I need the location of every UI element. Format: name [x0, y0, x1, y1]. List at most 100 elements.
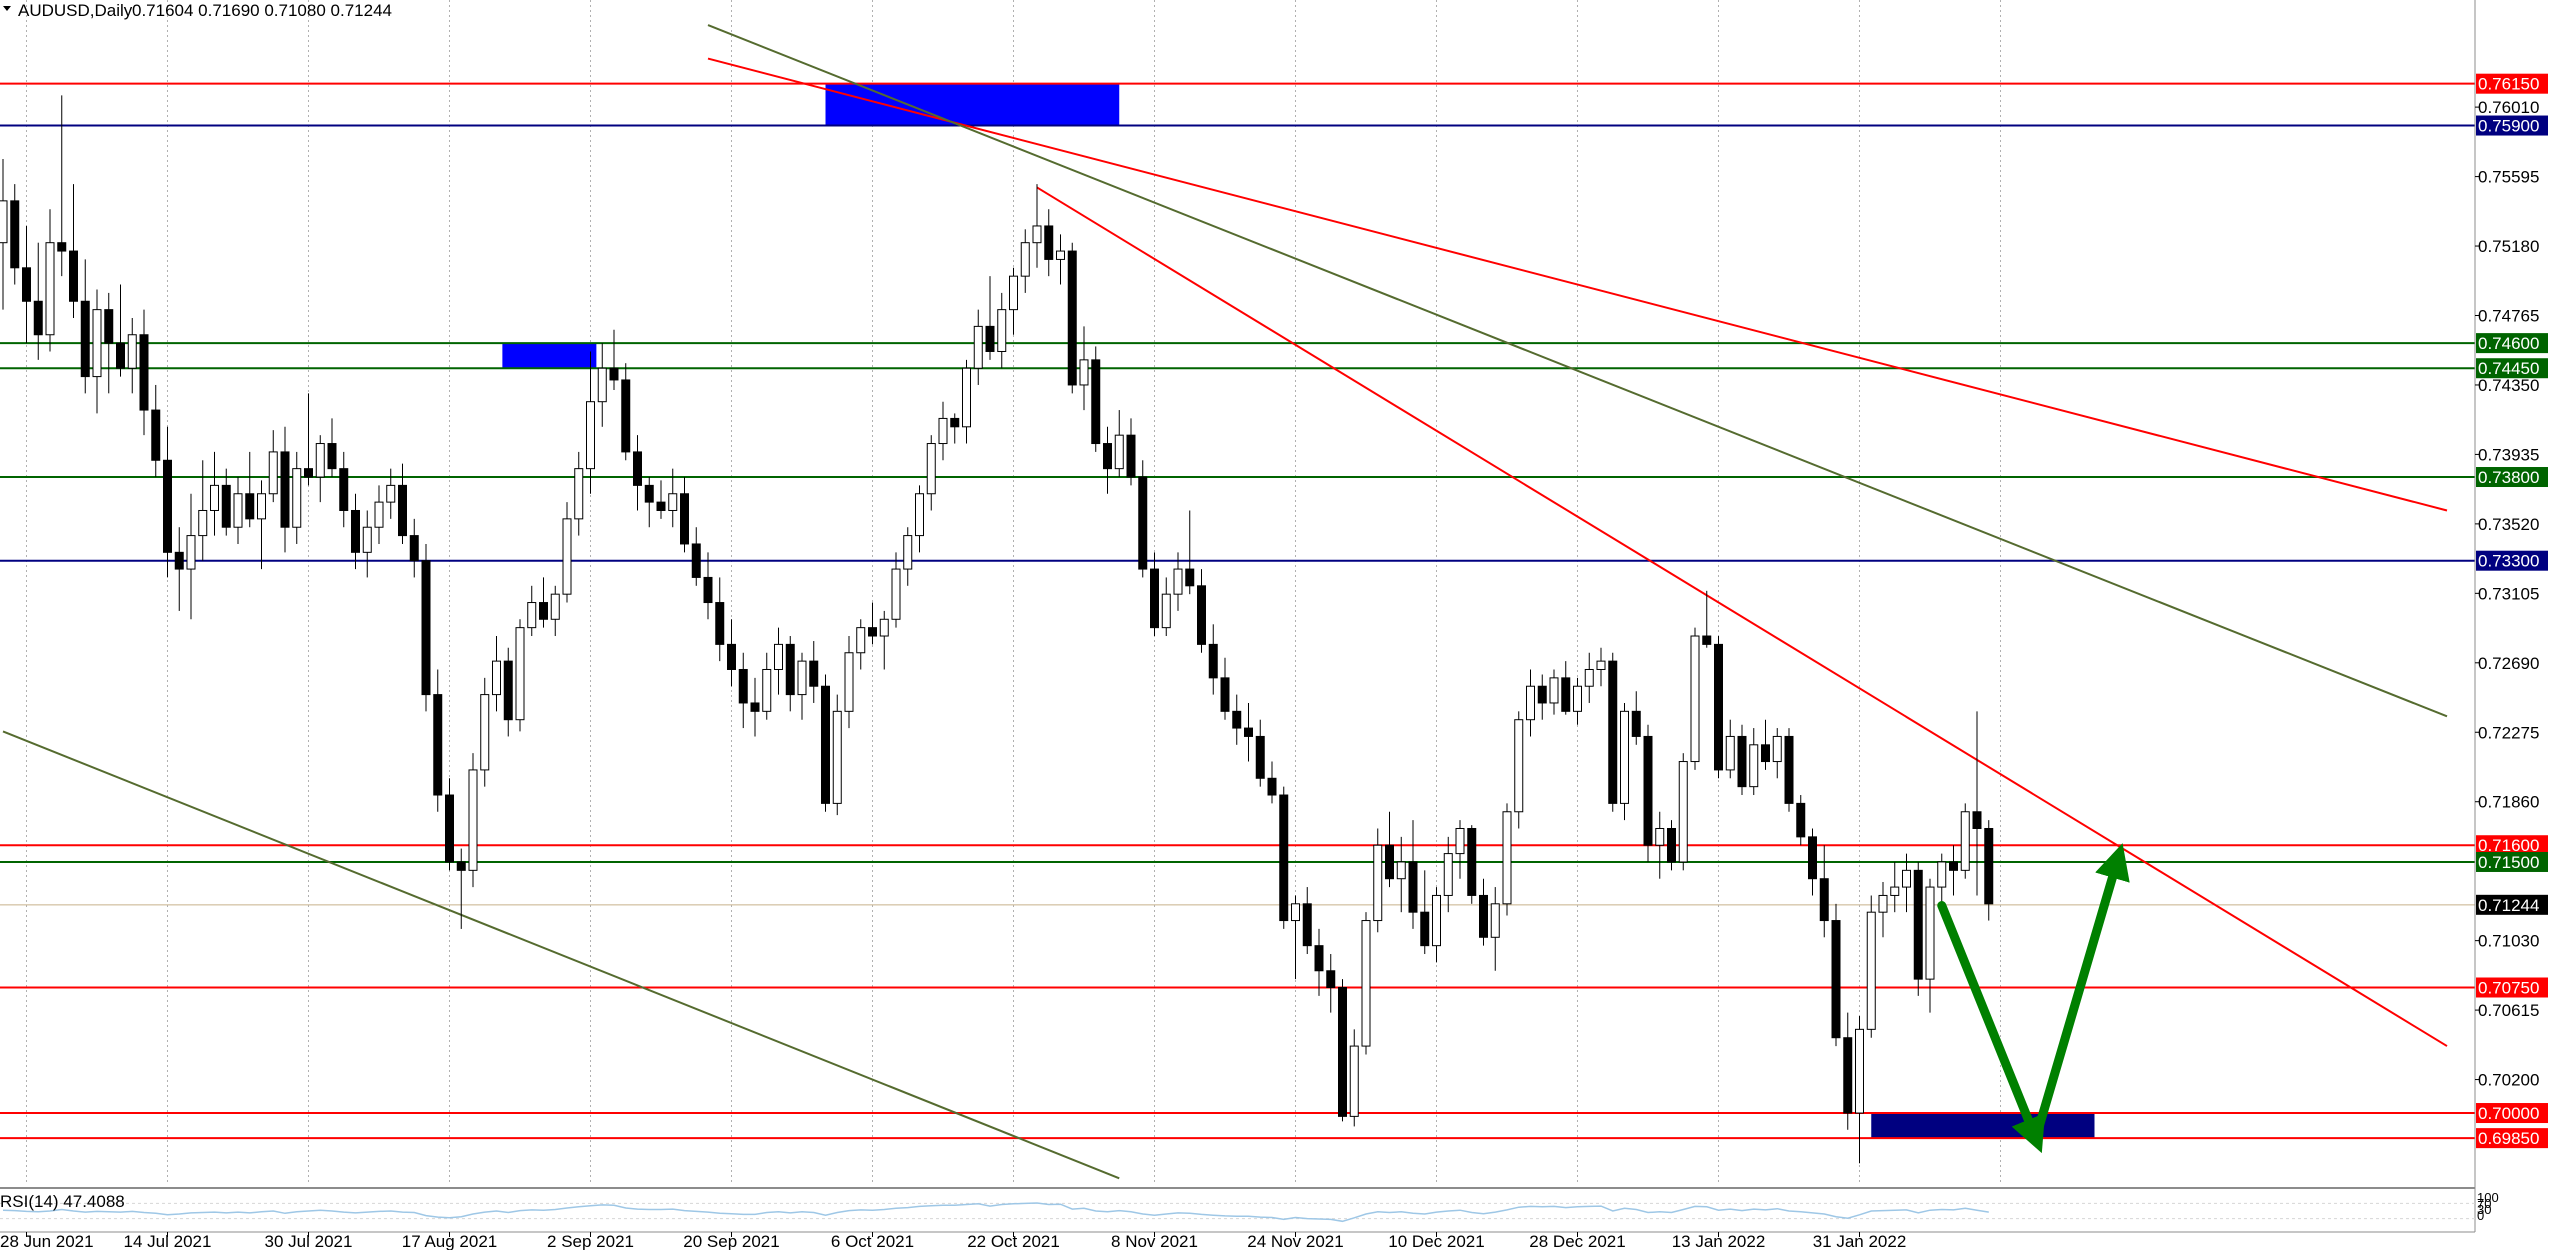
candle-78 [915, 485, 924, 553]
candle-131 [1537, 674, 1547, 720]
candle-body-86 [1009, 275, 1018, 311]
candle-body-141 [1655, 827, 1665, 846]
candle-body-108 [1267, 777, 1277, 796]
candle-70 [821, 674, 830, 812]
candle-118 [1385, 811, 1394, 888]
date-axis: 28 Jun 2021 14 Jul 2021 30 Jul 2021 17 Aug … [0, 1232, 1906, 1250]
candle-75 [879, 610, 889, 670]
candle-body-24 [280, 451, 290, 528]
candle-165 [1937, 853, 1947, 904]
candle-body-28 [327, 443, 337, 470]
candle-55 [644, 477, 654, 528]
candle-42 [492, 636, 501, 712]
date-tick-label-2: 30 Jul 2021 [265, 1232, 353, 1250]
candle-body-37 [433, 694, 443, 796]
candle-body-137 [1608, 660, 1618, 804]
candle-105 [1232, 694, 1242, 745]
candle-104 [1220, 657, 1230, 720]
candle-15 [174, 527, 184, 611]
candle-body-11 [127, 334, 137, 369]
candle-35 [409, 518, 419, 578]
candle-110 [1291, 895, 1300, 980]
candle-166 [1949, 845, 1958, 896]
price-tick-label-12: 0.70615 [2478, 1001, 2539, 1020]
candle-body-47 [550, 593, 560, 620]
candle-43 [503, 647, 513, 737]
candle-body-99 [1161, 593, 1171, 629]
zone-1 [502, 343, 597, 369]
candle-body-130 [1526, 685, 1535, 721]
zone-2 [1871, 1113, 2095, 1139]
candle-97 [1138, 460, 1148, 578]
candle-body-25 [292, 468, 302, 528]
candle-body-75 [879, 618, 889, 637]
candle-body-167 [1960, 811, 1970, 871]
candle-63 [738, 652, 748, 729]
candle-body-129 [1514, 719, 1524, 813]
candle-144 [1690, 627, 1700, 770]
candle-body-115 [1349, 1045, 1359, 1117]
candle-51 [597, 343, 607, 427]
candle-0 [0, 159, 8, 310]
candle-156 [1831, 903, 1841, 1047]
candle-body-92 [1079, 359, 1089, 386]
candle-body-147 [1725, 735, 1735, 771]
candle-127 [1490, 887, 1500, 971]
level-label-7: 0.71500 [2478, 853, 2539, 872]
candle-160 [1878, 882, 1888, 938]
candle-body-98 [1150, 568, 1159, 629]
candle-92 [1079, 326, 1089, 411]
candle-body-152 [1784, 735, 1794, 804]
candle-body-80 [938, 417, 948, 445]
candle-body-136 [1596, 660, 1606, 670]
rsi-axis-label-1: 70 [2477, 1196, 2491, 1211]
level-label-6: 0.71600 [2478, 836, 2539, 855]
candle-116 [1361, 912, 1371, 1055]
candle-body-48 [562, 518, 572, 595]
candle-body-159 [1866, 911, 1876, 1030]
candle-27 [315, 435, 325, 503]
candle-body-150 [1761, 744, 1770, 763]
candle-138 [1620, 702, 1629, 821]
price-tick-label-4: 0.74350 [2478, 376, 2539, 395]
candle-30 [351, 493, 360, 570]
candle-body-83 [973, 325, 983, 369]
candle-body-128 [1502, 811, 1512, 905]
candle-113 [1326, 954, 1336, 1013]
candle-body-166 [1949, 861, 1958, 871]
candle-34 [398, 463, 407, 544]
candle-52 [609, 329, 619, 390]
candle-body-168 [1972, 811, 1982, 829]
candle-body-161 [1890, 886, 1900, 896]
candle-body-81 [950, 417, 960, 428]
candle-72 [844, 636, 854, 729]
candle-146 [1714, 636, 1723, 779]
date-tick-label-13: 31 Jan 2022 [1813, 1232, 1907, 1250]
candle-body-3 [33, 300, 43, 336]
price-tick-label-9: 0.72275 [2478, 723, 2539, 742]
candle-body-38 [445, 794, 454, 863]
candle-112 [1314, 928, 1324, 996]
candle-162 [1902, 853, 1911, 913]
candle-10 [116, 284, 125, 377]
collapse-triangle-icon[interactable] [3, 6, 11, 11]
candle-body-18 [210, 484, 219, 511]
candle-32 [374, 485, 384, 544]
candle-28 [327, 418, 337, 478]
candle-body-41 [480, 694, 490, 771]
candle-149 [1749, 728, 1759, 796]
date-tick-label-7: 22 Oct 2021 [967, 1232, 1060, 1250]
candle-100 [1173, 552, 1183, 611]
candle-130 [1526, 669, 1535, 737]
candle-body-101 [1185, 568, 1195, 587]
level-label-box-6 [2476, 835, 2548, 856]
candle-body-2 [22, 267, 31, 302]
level-label-1: 0.75900 [2478, 117, 2539, 136]
candle-53 [621, 363, 631, 461]
candle-164 [1925, 878, 1935, 1013]
candle-body-27 [315, 443, 325, 478]
candle-body-58 [680, 493, 689, 545]
level-label-9: 0.70750 [2478, 979, 2539, 998]
trendline-2 [707, 24, 2448, 718]
candle-body-15 [174, 551, 184, 570]
